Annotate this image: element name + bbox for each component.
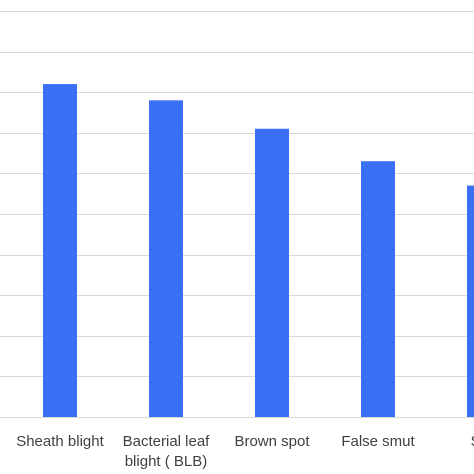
bar — [361, 161, 395, 417]
bar — [149, 100, 183, 417]
x-tick-label: Sheath blight — [16, 433, 104, 450]
bar — [43, 84, 77, 417]
x-tick-labels: Sheath blight Bacterial leaf blight ( BLB)… — [16, 433, 474, 470]
gridlines — [0, 11, 474, 418]
bars — [43, 84, 474, 418]
x-tick-label: False smut — [341, 433, 415, 450]
x-tick-label: Bacterial leaf — [123, 433, 211, 450]
bar — [255, 128, 289, 418]
x-tick-label: Brown spot — [234, 433, 310, 450]
x-tick-label: She — [471, 433, 474, 450]
bar — [467, 185, 474, 417]
x-tick-label: blight ( BLB) — [125, 453, 208, 470]
